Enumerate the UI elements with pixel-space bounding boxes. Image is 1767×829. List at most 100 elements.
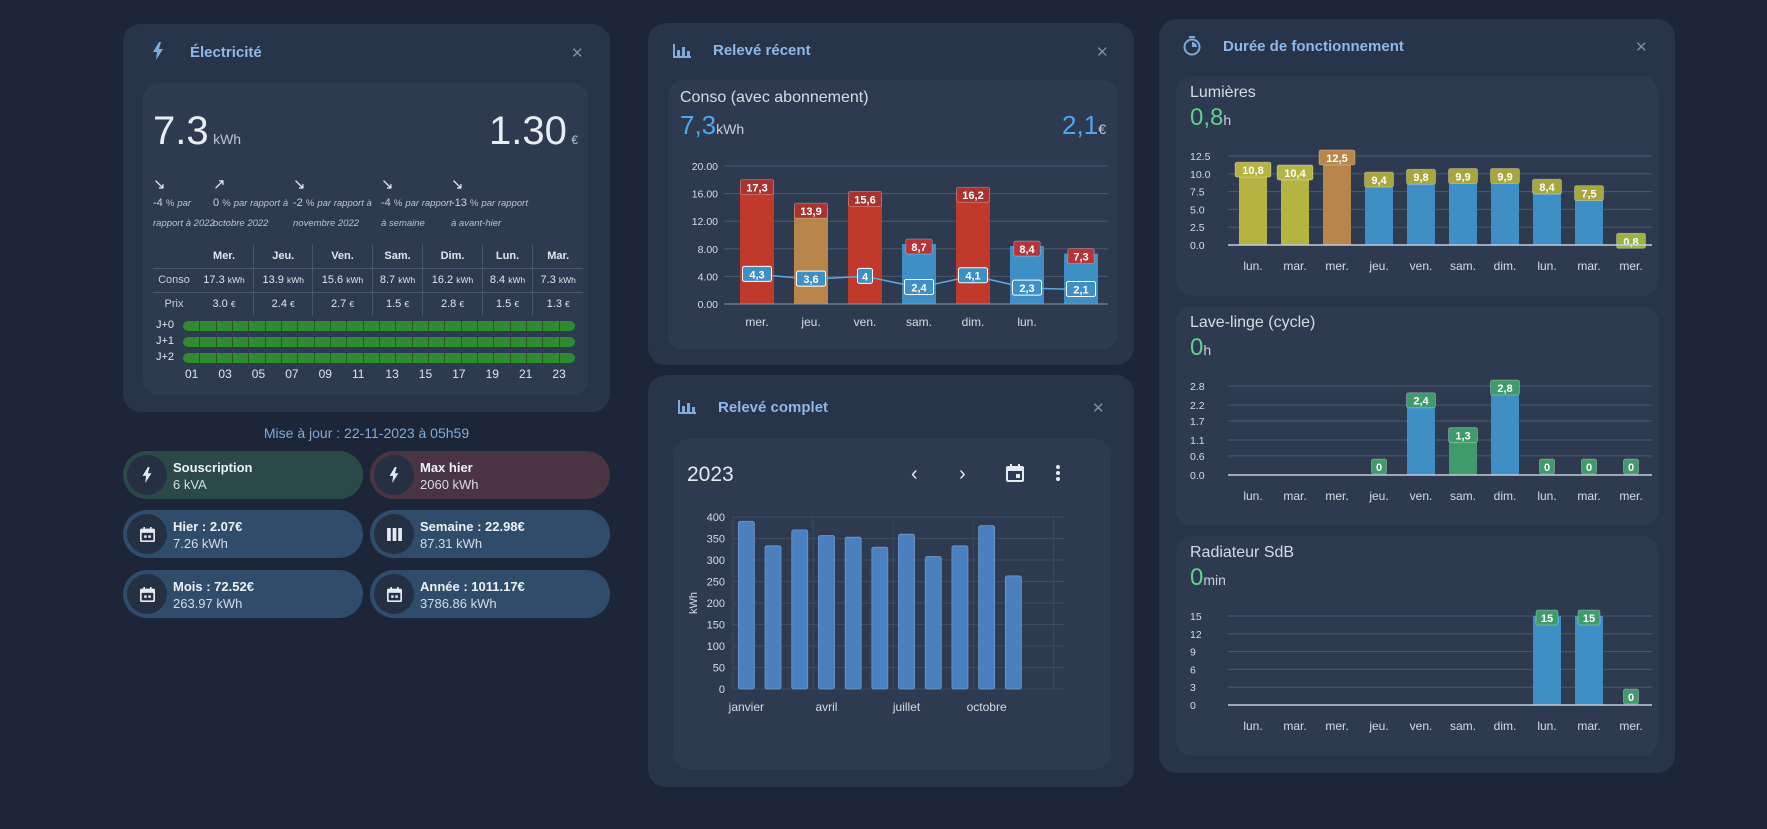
line-point-label-bg [742,265,772,282]
line-point-label: 4,3 [749,269,764,281]
tempo-hour-divider [379,337,380,347]
trend-line: -4 % par [153,197,263,209]
tempo-hour-divider [264,353,266,363]
prix-cell: 2.7 € [312,291,373,316]
value-label-bg [847,190,883,207]
line-point-label-bg [1012,279,1042,296]
axis-tick-label: 2.2 [1190,400,1205,412]
summary-pill[interactable]: Mois : 72.52€ 263.97 kWh [123,570,363,618]
trend-line: -2 % par rapport à [293,197,403,209]
axis-tick-label: mar. [1283,719,1306,733]
prix-cell-value: 2.4 [271,298,287,311]
summary-pill[interactable]: Année : 1011.17€ 3786.86 kWh [370,570,610,618]
section-value: 0min [1190,564,1226,592]
value-label-bg [1013,240,1041,257]
value-label-bg [1406,392,1436,409]
next-button[interactable]: › [959,463,966,485]
section-value-number: 0 [1190,564,1204,591]
data-label: 15,6 [854,194,875,206]
data-label: 9,9 [1497,172,1512,184]
axis-tick-label: 15 [1190,611,1202,623]
eur-unit: € [1098,121,1106,137]
tempo-hour-divider [232,353,233,363]
close-icon[interactable]: ✕ [1635,39,1648,56]
summary-pill[interactable]: Souscription 6 kVA [123,451,363,499]
day-header: Jeu. [253,244,313,268]
conso-total: 7.3 kWh [153,109,241,154]
axis-tick-label: 250 [707,577,725,589]
line-point-label: 2,3 [1019,283,1034,295]
data-label: 2,8 [1497,383,1512,395]
value-label-bg [1364,171,1394,188]
prix-cell: 3.0 € [195,291,254,316]
axis-tick-label: dim. [962,315,985,329]
trend-value: -2 [293,197,303,209]
close-icon[interactable]: ✕ [1096,44,1109,61]
data-label: 8,7 [911,242,926,254]
section-value-number: 0 [1190,334,1204,361]
conso-row-label: Conso [153,267,195,292]
section-title: Lave-linge (cycle) [1190,314,1316,331]
axis-tick-label: 16.00 [692,189,718,201]
conso-cell: 13.9 kWh [253,267,313,292]
tempo-hour-divider [330,321,331,331]
bar [1004,575,1022,690]
trend-value: -4 [381,197,391,209]
conso-cell-unit: kWh [286,275,304,285]
tempo-hour-divider [411,337,413,347]
trend-text-2: novembre 2022 [293,218,360,229]
summary-pill[interactable]: Semaine : 22.98€ 87.31 kWh [370,510,610,558]
data-label: 13,9 [800,206,821,218]
bar [818,535,835,690]
duree-card: Durée de fonctionnement ✕ Lumières 0,8h 12… [1159,19,1675,773]
tempo-bar [183,353,575,363]
kwh-unit: kWh [716,121,745,137]
value-label-bg [1574,185,1604,201]
axis-tick-label: ven. [854,315,877,329]
bar [794,208,828,304]
tempo-row-label: J+1 [156,335,175,347]
summary-pill[interactable]: Max hier 2060 kWh [370,451,610,499]
yearly-chart: 400 350 300 250 200 150 100 50 0 kWh janvier avril j… [688,512,1065,714]
trend-unit: % [222,198,231,209]
electricite-panel: 7.3 kWh 1.30 € ↘ -4 % par rapport à 2022 ↗ 0… [143,83,588,395]
update-text: Mise à jour : 22-11-2023 à 05h59 [263,425,470,441]
hour-label: 01 [185,367,199,381]
tempo-hour-divider [297,353,299,363]
tempo-hour-divider [493,353,495,363]
axis-tick-label: 0 [1190,700,1196,712]
axis-tick-label: 6 [1190,664,1196,676]
prix-cell-value: 1.5 [495,298,512,311]
tempo-hour-divider [346,337,348,347]
tempo-hour-divider [281,353,282,363]
prix-cell-value: 2.7 [330,298,347,311]
close-icon[interactable]: ✕ [571,45,584,62]
bar [1239,168,1267,245]
calendar-button[interactable] [1006,464,1024,487]
data-label: 8,4 [1539,182,1555,194]
conso-cell-value: 16.2 [431,274,454,286]
data-label: 0 [1544,462,1550,474]
prev-button[interactable]: ‹ [911,463,918,485]
summary-pill[interactable]: Hier : 2.07€ 7.26 kWh [123,510,363,558]
tempo-hour-divider [248,337,250,347]
axis-tick-label: mer. [1619,259,1642,273]
hour-label: 13 [385,367,399,381]
hour-label: 21 [519,367,533,381]
tempo-hour-divider [232,321,233,331]
more-menu-button[interactable] [1055,464,1061,487]
close-icon[interactable]: ✕ [1092,400,1105,417]
data-label: 15 [1541,613,1553,625]
conso-cell-value: 8.4 [489,274,506,286]
tempo-hour-divider [477,353,478,363]
section-value-number: 0,8 [1190,104,1224,131]
tempo-hour-divider [395,337,397,347]
bar [1323,156,1351,245]
hour-label: 03 [218,367,232,381]
prix-cell-value: 1.5 [385,298,402,311]
bar [764,545,782,690]
tempo-hour-divider [526,353,527,363]
tempo-hour-divider [199,353,201,363]
line-point-label: 2,4 [911,282,927,294]
tempo-hour-divider [460,353,462,363]
